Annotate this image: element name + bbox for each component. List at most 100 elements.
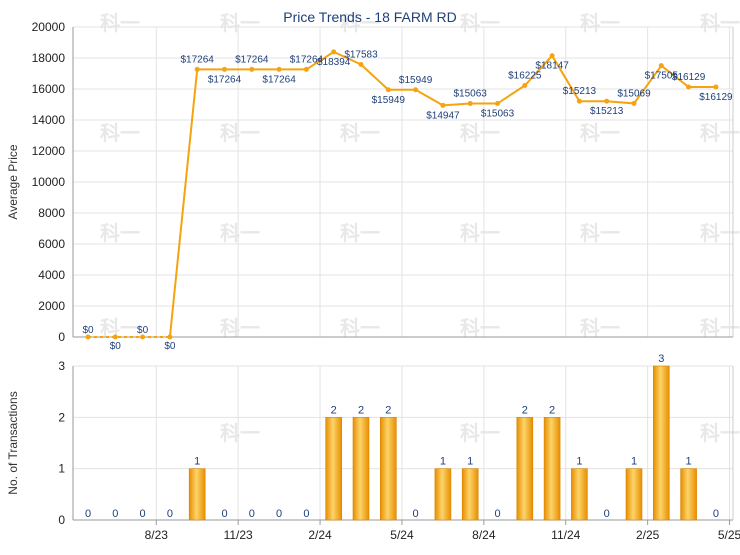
price-point — [549, 53, 555, 59]
price-point-label: $18147 — [535, 61, 569, 72]
price-point-label: $16225 — [508, 71, 542, 82]
watermark-text: 科一 — [340, 316, 380, 340]
transactions-bar — [461, 468, 479, 521]
price-point-label: $17264 — [235, 54, 269, 65]
watermark-text: 科一 — [340, 221, 380, 245]
transactions-bar-label: 1 — [576, 456, 582, 468]
price-point-label: $0 — [82, 325, 94, 336]
watermark-text: 科一 — [100, 121, 140, 145]
price-point — [713, 84, 719, 90]
transactions-bar-label: 2 — [331, 404, 337, 416]
price-point-label: $17583 — [344, 49, 378, 60]
price-point-label: $17264 — [262, 74, 296, 85]
price-point-label: $15213 — [590, 106, 624, 117]
transactions-bar — [680, 468, 697, 521]
transactions-bar-label: 0 — [112, 508, 118, 520]
transactions-bar — [571, 468, 588, 521]
transactions-bar-label: 2 — [549, 404, 555, 416]
price-tick-label: 12000 — [32, 144, 66, 158]
transactions-bar — [434, 468, 452, 521]
price-tick-label: 14000 — [32, 113, 66, 127]
price-point — [331, 49, 337, 55]
x-axis-ticks: 8/23 11/23 2/24 5/24 8/24 11/24 2/25 5/25 — [145, 520, 740, 542]
transactions-bar-label: 0 — [604, 508, 610, 520]
price-point — [631, 100, 637, 106]
price-point-label: $16129 — [699, 92, 733, 103]
x-tick-label: 2/24 — [308, 528, 332, 542]
price-point — [522, 83, 528, 89]
price-tick-label: 10000 — [32, 175, 66, 189]
transactions-bar-label: 0 — [303, 508, 309, 520]
transactions-tick-label: 3 — [58, 359, 65, 373]
price-point — [303, 66, 309, 72]
price-point — [112, 334, 118, 340]
transactions-bar-label: 2 — [385, 404, 391, 416]
price-point-label: $17264 — [290, 54, 324, 65]
price-point — [385, 87, 391, 93]
price-point-label: $17505 — [645, 71, 679, 82]
watermark-text: 科一 — [100, 11, 140, 35]
price-point-label: $0 — [137, 325, 149, 336]
transactions-bar — [325, 417, 343, 521]
price-point — [194, 66, 200, 72]
transactions-bar-label: 0 — [85, 508, 91, 520]
transactions-bar-label: 0 — [413, 508, 419, 520]
price-point — [686, 84, 692, 90]
price-axes: 0 2000 4000 6000 8000 10000 12000 14000 16000 180… — [32, 20, 734, 344]
x-tick-label: 5/25 — [718, 528, 740, 542]
watermark-text: 科一 — [460, 421, 500, 445]
transactions-tick-label: 2 — [58, 410, 65, 424]
price-tick-label: 4000 — [38, 268, 65, 282]
transactions-bar-label: 3 — [658, 353, 664, 365]
transactions-bar — [188, 468, 206, 521]
transactions-bar-label: 1 — [440, 456, 446, 468]
price-point-label: $15213 — [563, 86, 597, 97]
watermark-text: 科一 — [220, 221, 260, 245]
watermark-text: 科一 — [340, 11, 380, 35]
watermark-text: 科一 — [460, 11, 500, 35]
x-tick-label: 11/23 — [224, 528, 253, 542]
transactions-bar-label: 0 — [713, 508, 719, 520]
transactions-bar — [379, 417, 397, 521]
price-tick-label: 20000 — [32, 20, 66, 34]
price-point — [495, 101, 500, 107]
price-point — [276, 66, 282, 72]
x-tick-label: 11/24 — [551, 528, 580, 542]
transactions-tick-label: 1 — [58, 462, 65, 476]
watermark-text: 科一 — [580, 11, 620, 35]
price-tick-label: 8000 — [38, 206, 65, 220]
price-point — [140, 334, 146, 340]
price-point-label: $14947 — [426, 110, 460, 121]
price-axis-label: Average Price — [6, 144, 20, 219]
price-point-label: $0 — [164, 341, 176, 352]
transactions-axes: 0 1 2 3 — [58, 359, 734, 527]
transactions-bar-label: 1 — [467, 456, 473, 468]
price-point-label: $15069 — [617, 88, 651, 99]
price-point-label: $17264 — [208, 74, 242, 85]
price-tick-label: 0 — [58, 330, 65, 344]
transactions-bar — [352, 417, 370, 521]
watermark-text: 科一 — [700, 121, 740, 145]
price-point — [467, 101, 473, 107]
watermark-text: 科一 — [220, 316, 260, 340]
transactions-bar-label: 2 — [358, 404, 364, 416]
transactions-bar-label: 2 — [522, 404, 528, 416]
transactions-bar-label: 1 — [631, 456, 637, 468]
price-point-label: $15063 — [454, 89, 488, 100]
watermark-text: 科一 — [700, 316, 740, 340]
price-line-series: $0$0$0$0$17264$17264$17264$17264$17264$1… — [82, 49, 733, 352]
watermark-text: 科一 — [580, 221, 620, 245]
watermark-text: 科一 — [700, 11, 740, 35]
transactions-bar-label: 0 — [140, 508, 146, 520]
transactions-bar-label: 1 — [686, 456, 692, 468]
x-tick-label: 8/24 — [472, 528, 496, 542]
transactions-tick-label: 0 — [58, 513, 65, 527]
price-point-label: $18394 — [317, 57, 351, 68]
x-tick-label: 8/23 — [145, 528, 169, 542]
transactions-bar-label: 0 — [221, 508, 227, 520]
watermark-text: 科一 — [340, 121, 380, 145]
price-point — [413, 87, 419, 93]
